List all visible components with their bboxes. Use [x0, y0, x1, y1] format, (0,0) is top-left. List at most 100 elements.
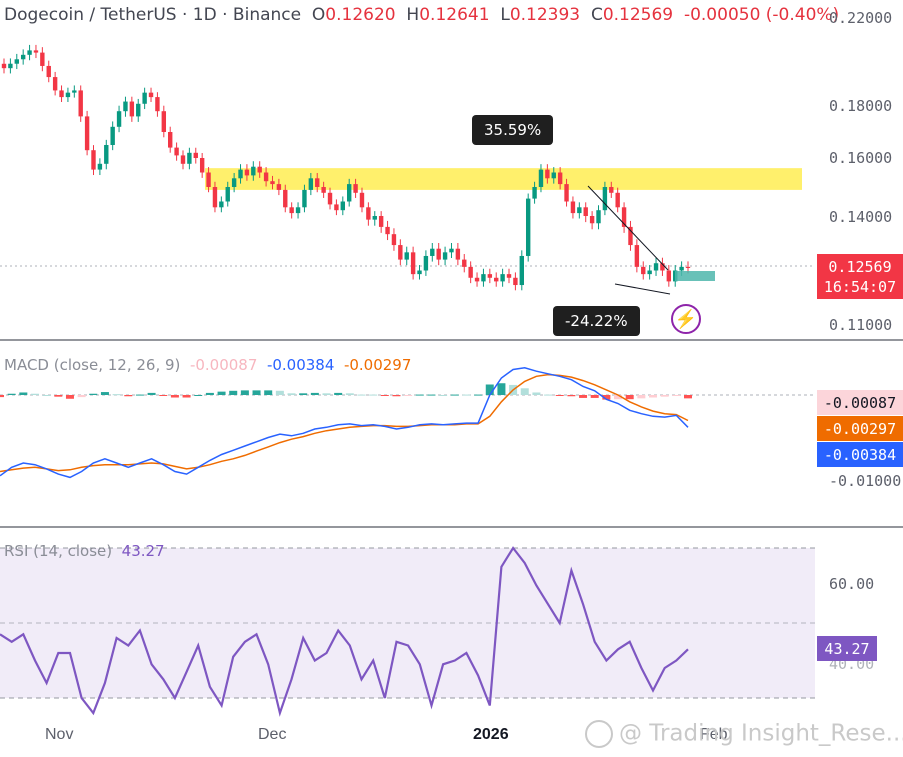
- candle-body: [270, 181, 275, 185]
- candle-body: [417, 270, 422, 275]
- candle-body: [634, 245, 640, 267]
- candle-body: [685, 266, 691, 268]
- macd-histogram-bar: [89, 393, 98, 395]
- macd-histogram-bar: [357, 394, 366, 396]
- macd-histogram-bar: [240, 390, 249, 395]
- macd-histogram-bar: [194, 395, 203, 396]
- rsi-title[interactable]: RSI (14, close): [4, 542, 113, 560]
- candle-body: [577, 207, 582, 214]
- low-value: 0.12393: [509, 5, 581, 25]
- target-box: [675, 271, 715, 281]
- macd-title[interactable]: MACD (close, 12, 26, 9): [4, 356, 181, 374]
- candle-body: [40, 52, 45, 66]
- macd-histogram-bar: [170, 395, 179, 398]
- candle-body: [570, 201, 576, 214]
- macd-histogram-bar: [579, 395, 588, 398]
- macd-line-value: -0.00384: [266, 356, 335, 374]
- watermark-text: @ Trading Insight_Rese...: [619, 720, 903, 747]
- candle-body: [481, 274, 486, 282]
- macd-histogram-bar: [649, 395, 658, 398]
- rsi-legend: RSI (14, close) 43.27: [4, 542, 165, 560]
- close-label: C: [590, 5, 603, 25]
- candle-body: [334, 204, 339, 211]
- candle-body: [136, 103, 141, 117]
- macd-hist-badge: -0.00087: [817, 390, 903, 415]
- candle-body: [14, 59, 19, 64]
- candle-body: [615, 192, 620, 208]
- candle-body: [180, 155, 186, 164]
- watermark: @ Trading Insight_Rese...: [585, 720, 903, 748]
- candle-body: [423, 255, 429, 271]
- macd-histogram-bar: [520, 388, 529, 395]
- macd-histogram-bar: [532, 392, 541, 395]
- candle-body: [263, 172, 269, 182]
- candle-body: [609, 187, 614, 193]
- candle-body: [372, 216, 377, 220]
- candle-body: [187, 152, 192, 164]
- candle-body: [660, 263, 665, 271]
- trendline-low: [614, 283, 671, 295]
- candle-body: [385, 226, 390, 235]
- candle-body: [231, 178, 237, 187]
- candle-body: [193, 152, 198, 158]
- candle-body: [359, 192, 365, 208]
- resistance-zone: [205, 168, 802, 190]
- candle-body: [123, 101, 128, 112]
- candle-body: [129, 101, 135, 117]
- candle-body: [653, 263, 659, 271]
- rsi-line: [0, 546, 689, 717]
- macd-histogram-bar: [264, 390, 273, 395]
- candle-body: [206, 172, 211, 187]
- rsi-layer: [0, 546, 689, 717]
- macd-histogram-bar: [614, 395, 623, 400]
- macd-histogram-bar: [602, 395, 611, 400]
- candle-body: [52, 77, 58, 91]
- candle-body: [513, 277, 518, 286]
- lightning-icon[interactable]: ⚡: [671, 304, 701, 334]
- current-price-badge: 0.12569 16:54:07: [817, 254, 903, 299]
- macd-histogram-bar: [427, 394, 436, 396]
- macd-line-badge: -0.00384: [817, 442, 903, 467]
- candle-body: [168, 132, 173, 148]
- candle-body: [116, 111, 122, 127]
- macd-histogram-bar: [299, 393, 308, 395]
- macd-signal-value: -0.00297: [343, 356, 412, 374]
- macd-histogram-bar: [555, 395, 564, 396]
- trendline-down: [587, 185, 669, 271]
- candle-body: [641, 266, 646, 275]
- x-tick-feb: Feb: [700, 726, 728, 743]
- macd-histogram-bar: [287, 393, 296, 395]
- candle-body: [532, 187, 537, 199]
- macd-histogram-bar: [19, 392, 28, 395]
- macd-histogram-bar: [450, 394, 459, 396]
- price-tick: 0.16000: [829, 149, 893, 167]
- candle-body: [519, 255, 524, 286]
- candle-body: [557, 172, 563, 185]
- macd-histogram-bar: [322, 393, 331, 395]
- countdown-value: 16:54:07: [823, 277, 897, 296]
- macd-histogram-bar: [380, 395, 389, 396]
- candle-body: [538, 169, 544, 187]
- open-value: 0.12620: [325, 5, 396, 25]
- candle-body: [78, 90, 83, 117]
- rsi-value-badge: 43.27: [817, 636, 877, 661]
- candle-body: [244, 169, 250, 176]
- macd-layer: [0, 367, 692, 479]
- symbol-title[interactable]: Dogecoin / TetherUS · 1D · Binance: [4, 5, 302, 25]
- candle-body: [8, 63, 13, 69]
- candle-body: [251, 166, 256, 176]
- candle-body: [353, 184, 358, 193]
- candle-body: [500, 274, 505, 282]
- macd-histogram-bar: [124, 395, 133, 397]
- price-tick: 0.22000: [829, 9, 893, 27]
- candle-body: [302, 189, 307, 208]
- current-price-value: 0.12569: [828, 257, 892, 276]
- candle-body: [602, 187, 608, 211]
- candle-body: [289, 207, 294, 214]
- macd-histogram-bar: [485, 384, 494, 395]
- candle-body: [142, 92, 147, 104]
- candle-body: [589, 216, 595, 224]
- macd-histogram-bar: [252, 390, 261, 395]
- macd-hist-value: -0.00087: [189, 356, 258, 374]
- candle-body: [628, 226, 633, 246]
